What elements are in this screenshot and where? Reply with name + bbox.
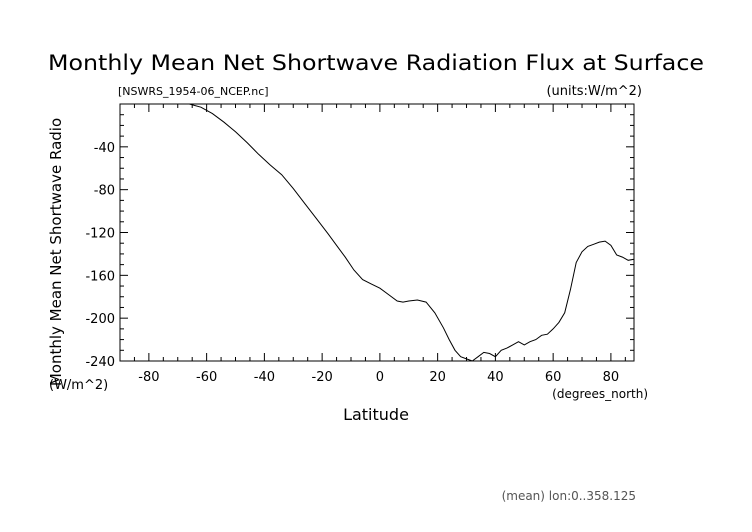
y-tick-label: -80 <box>94 184 115 199</box>
x-axis-label: Latitude <box>343 405 409 424</box>
axis-ticks <box>120 103 634 362</box>
footer-note: (mean) lon:0..358.125 <box>502 489 636 503</box>
x-tick-label: 60 <box>545 370 562 385</box>
y-tick-label: -160 <box>85 269 115 284</box>
y-tick-label: -120 <box>85 227 115 242</box>
x-tick-label: -40 <box>254 370 275 385</box>
y-tick-label: -240 <box>85 355 115 370</box>
x-tick-label: 20 <box>429 370 446 385</box>
x-tick-label: -60 <box>196 370 217 385</box>
chart-subtitle-right: (units:W/m^2) <box>546 84 642 99</box>
tick-labels: -80 -60 -40 -20 0 20 40 60 80-40-80-120-160-200-… <box>85 141 619 385</box>
x-tick-label: 80 <box>603 370 620 385</box>
chart-title: Monthly Mean Net Shortwave Radiation Flu… <box>48 51 704 75</box>
chart-subtitle-left: [NSWRS_1954-06_NCEP.nc] <box>118 85 269 98</box>
series-line <box>189 103 635 362</box>
y-axis-label: Monthly Mean Net Shortwave Radio <box>47 118 65 386</box>
y-tick-label: -200 <box>85 312 115 327</box>
x-axis-units: (degrees_north) <box>552 387 648 401</box>
plot-frame <box>119 103 635 362</box>
x-tick-label: -80 <box>138 370 159 385</box>
x-tick-label: -20 <box>312 370 333 385</box>
x-tick-label: 40 <box>487 370 504 385</box>
x-tick-label: 0 <box>376 370 384 385</box>
y-tick-label: -40 <box>94 141 115 156</box>
y-axis-units: (W/m^2) <box>49 378 108 393</box>
